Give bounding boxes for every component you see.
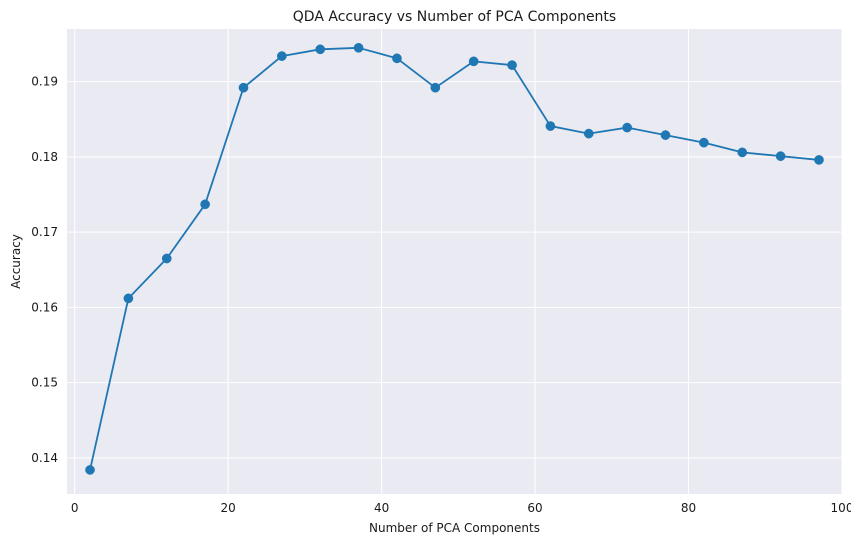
data-point (468, 56, 479, 67)
data-point (85, 465, 95, 475)
x-tick-label: 0 (71, 501, 79, 515)
y-axis-label: Accuracy (9, 234, 23, 289)
y-tick-label: 0.16 (31, 300, 58, 314)
data-point (430, 82, 441, 93)
plot-area (67, 29, 842, 494)
y-tick-label: 0.15 (31, 376, 58, 390)
data-point (545, 121, 556, 131)
line-layer (89, 46, 820, 471)
x-axis-label: Number of PCA Components (369, 521, 540, 535)
y-tick-label: 0.14 (31, 451, 58, 465)
data-point (238, 82, 249, 93)
data-point (353, 42, 364, 53)
y-tick-label: 0.19 (31, 75, 58, 89)
data-point (660, 130, 671, 140)
data-point (737, 147, 748, 158)
data-point (507, 60, 517, 70)
x-tick-label: 80 (681, 501, 696, 515)
y-tick-label: 0.17 (31, 225, 58, 239)
chart-title: QDA Accuracy vs Number of PCA Components (293, 9, 616, 25)
data-point (622, 122, 633, 133)
data-point (161, 253, 172, 264)
x-tick-label: 20 (220, 501, 235, 515)
x-tick-label: 60 (527, 501, 542, 515)
x-tick-label: 100 (831, 501, 851, 515)
series-line (89, 46, 820, 471)
data-point (277, 51, 287, 61)
data-point (200, 199, 210, 210)
data-point (814, 155, 824, 165)
data-point (315, 44, 326, 55)
y-tick-label: 0.18 (31, 150, 58, 164)
grid-layer (67, 29, 843, 494)
point-layer (85, 42, 824, 475)
tick-layer: 0 20 40 60 80 100 0.14 0.15 0.16 0.17 0.18 0.19 (31, 75, 851, 515)
x-tick-label: 40 (374, 501, 389, 515)
data-point (583, 128, 594, 139)
data-point (123, 293, 134, 304)
data-point (392, 53, 402, 64)
data-point (775, 151, 786, 162)
data-point (699, 137, 709, 148)
